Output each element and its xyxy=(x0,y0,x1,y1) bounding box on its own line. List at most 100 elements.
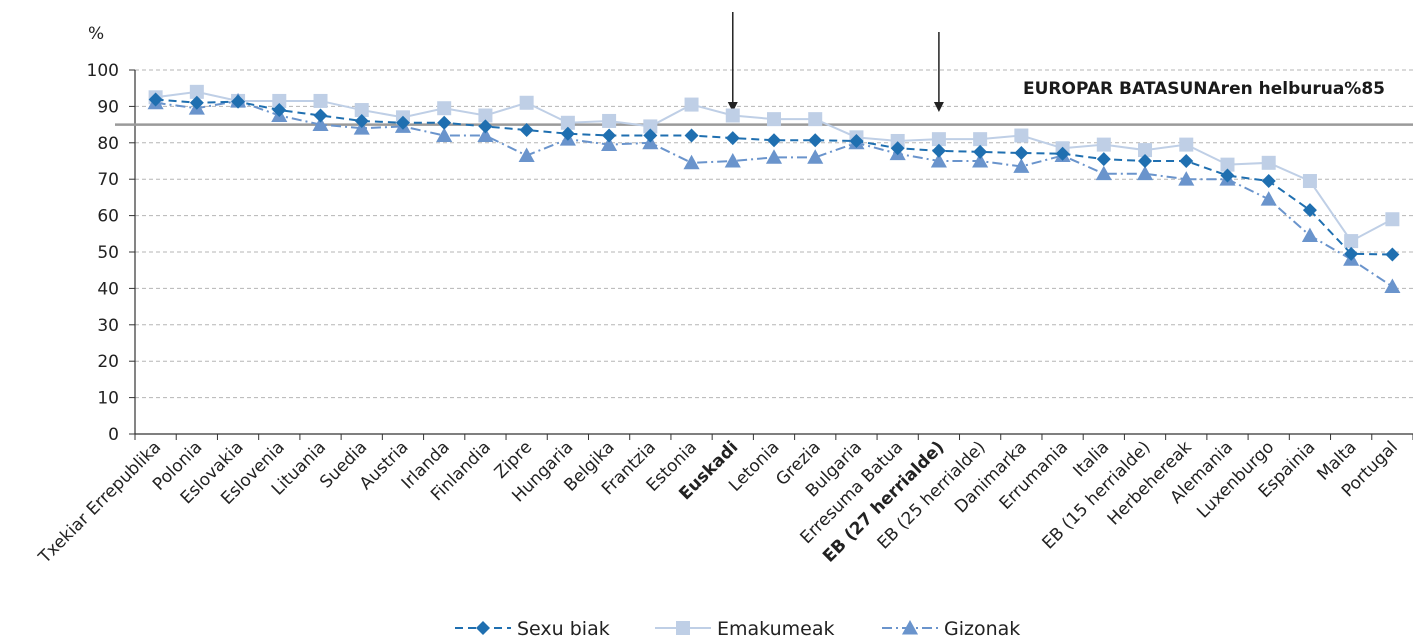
diamond-point xyxy=(1055,146,1070,161)
triangle-point xyxy=(683,154,700,170)
triangle-point xyxy=(1260,191,1277,206)
target-line-label: EUROPAR BATASUNAren helburua%85 xyxy=(1023,79,1385,99)
triangle-point xyxy=(436,127,453,142)
diamond-point xyxy=(478,119,493,134)
diamond-point xyxy=(973,144,988,159)
series-group xyxy=(147,84,1401,294)
y-tick-label: 80 xyxy=(97,134,119,154)
y-tick-label: 70 xyxy=(97,170,119,190)
y-tick-label: 30 xyxy=(97,316,119,336)
diamond-point xyxy=(1138,154,1153,168)
square-point xyxy=(725,108,740,123)
x-axis-ticks: Txekiar ErrepublikaPoloniaEslovakiaEslov… xyxy=(34,434,1413,568)
triangle-point xyxy=(765,149,783,164)
y-tick-label: 10 xyxy=(97,389,119,409)
y-axis-ticks: 0 10 20 30 40 50 60 70 80 90 100 xyxy=(87,61,135,445)
diamond-point xyxy=(354,113,369,128)
diamond-point xyxy=(849,133,864,148)
square-point xyxy=(1261,155,1276,170)
series-sexu-biak xyxy=(148,92,1400,262)
triangle-point xyxy=(901,619,919,635)
square-point xyxy=(560,115,575,130)
square-point xyxy=(313,93,328,108)
triangle-point xyxy=(807,149,824,164)
diamond-point xyxy=(1014,145,1029,160)
square-point xyxy=(189,84,204,99)
square-point xyxy=(676,621,690,635)
square-point xyxy=(643,119,658,134)
diamond-point xyxy=(272,103,287,118)
triangle-point xyxy=(1013,158,1030,173)
diamond-point xyxy=(725,131,740,146)
y-tick-label: 60 xyxy=(97,207,119,227)
diamond-point xyxy=(437,115,452,130)
arrow-head xyxy=(727,102,738,112)
y-tick-label: 40 xyxy=(97,279,119,299)
square-point xyxy=(684,97,699,112)
square-point xyxy=(354,103,369,118)
triangle-point xyxy=(601,136,618,152)
square-point xyxy=(1385,212,1400,227)
diamond-point xyxy=(1385,247,1400,262)
diamond-point xyxy=(560,126,575,141)
square-point xyxy=(602,113,617,128)
diamond-point xyxy=(395,115,410,130)
square-point xyxy=(478,108,493,123)
diamond-point xyxy=(231,94,246,109)
diamond-point xyxy=(313,108,328,123)
diamond-point xyxy=(1179,154,1194,168)
y-tick-label: 20 xyxy=(97,352,119,372)
highlight-arrows xyxy=(727,12,944,112)
x-tick-label: Txekiar Errepublika xyxy=(34,437,165,568)
diamond-point xyxy=(767,133,781,148)
square-point xyxy=(808,112,823,127)
square-point xyxy=(437,101,452,116)
y-tick-label: 0 xyxy=(108,425,119,445)
square-point xyxy=(1138,143,1153,158)
triangle-point xyxy=(1136,165,1154,181)
triangle-point xyxy=(930,152,947,168)
square-point xyxy=(931,132,946,147)
legend-label: Gizonak xyxy=(944,618,1020,639)
series-line xyxy=(155,99,1393,288)
triangle-point xyxy=(1095,165,1112,181)
square-point xyxy=(1014,128,1029,143)
diamond-point xyxy=(643,128,658,143)
y-axis-unit-label: % xyxy=(88,24,104,44)
diamond-point xyxy=(189,95,204,110)
square-point xyxy=(973,132,988,147)
triangle-point xyxy=(1384,278,1401,294)
square-point xyxy=(767,112,781,127)
square-point xyxy=(1179,137,1194,152)
diamond-point xyxy=(684,128,699,143)
legend: Sexu biak Emakumeak Gizonak xyxy=(455,618,1020,639)
diamond-point xyxy=(148,92,163,107)
axes xyxy=(134,70,1413,435)
triangle-point xyxy=(1178,171,1195,186)
triangle-point xyxy=(1301,227,1318,243)
diamond-point xyxy=(1302,203,1317,218)
square-point xyxy=(890,133,905,148)
square-point xyxy=(1096,137,1111,152)
legend-item: Emakumeak xyxy=(655,618,834,639)
diamond-point xyxy=(1261,174,1276,189)
triangle-point xyxy=(724,152,741,168)
diamond-point xyxy=(1344,246,1359,261)
diamond-point xyxy=(1096,152,1111,167)
square-point xyxy=(1344,234,1359,249)
legend-label: Sexu biak xyxy=(517,618,610,639)
gridlines xyxy=(135,69,1413,399)
arrow-head xyxy=(933,102,944,112)
legend-item: Gizonak xyxy=(882,618,1020,639)
legend-label: Emakumeak xyxy=(717,618,834,639)
series-emakumeak xyxy=(148,84,1400,249)
diamond-point xyxy=(808,133,823,148)
diamond-point xyxy=(602,128,617,143)
triangle-point xyxy=(477,127,494,142)
diamond-point xyxy=(476,621,490,635)
diamond-point xyxy=(1220,168,1235,183)
square-point xyxy=(1302,174,1317,189)
diamond-point xyxy=(519,123,534,138)
diamond-point xyxy=(931,143,946,158)
